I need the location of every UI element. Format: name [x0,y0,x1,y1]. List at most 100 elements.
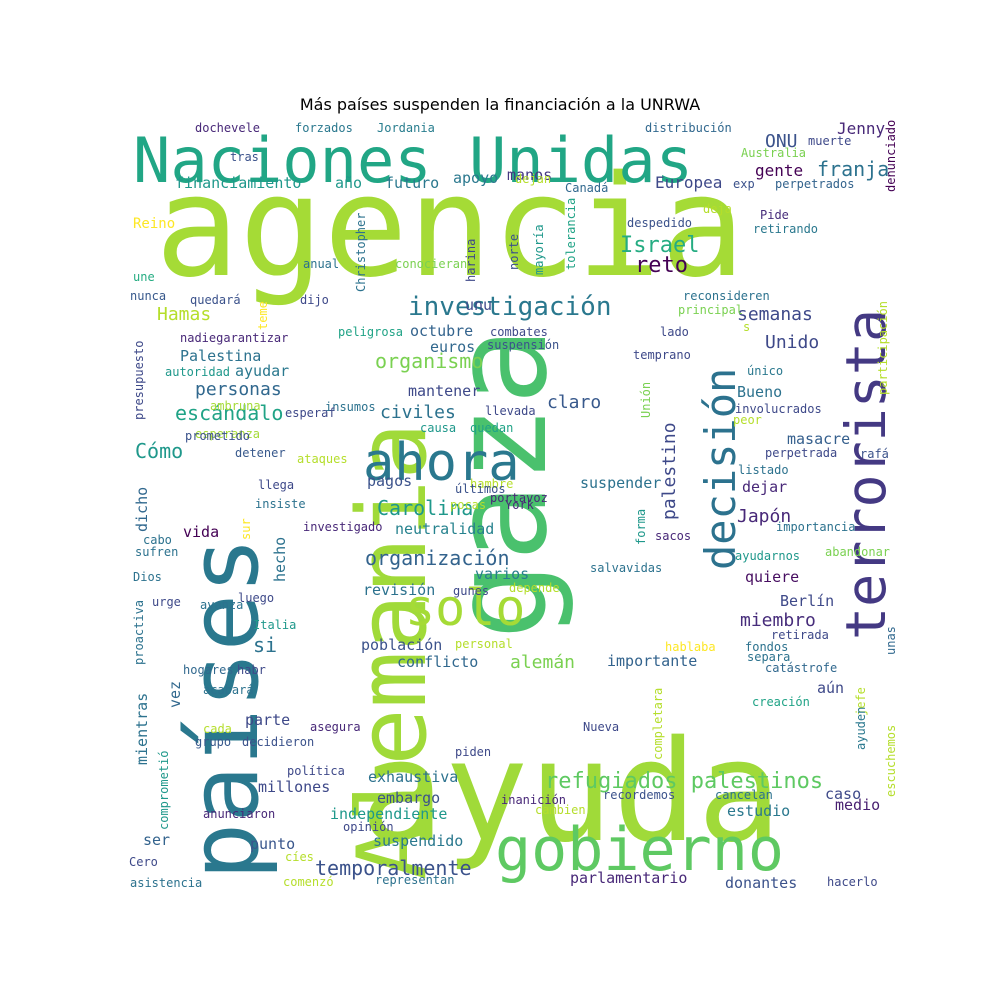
cloud-word: ser [143,831,170,849]
cloud-word: detener [235,446,286,460]
cloud-word: punto [250,835,295,853]
cloud-word: dicho [133,487,151,532]
cloud-word: separa [747,650,790,664]
cloud-word: Reino [133,216,175,232]
cloud-word: cancelan [715,788,773,802]
cloud-word: ONU [765,131,798,152]
cloud-word: personal [455,637,513,651]
cloud-word: parte [245,711,290,729]
cloud-word: acabará [203,683,254,697]
cloud-word: peligrosa [338,325,403,339]
cloud-word: cabo [143,533,172,547]
cloud-word: proactiva [132,600,146,665]
cloud-word: dejar [742,478,787,496]
cloud-word: reconsideren [683,289,770,303]
cloud-word: Israel [620,233,699,258]
cloud-word: inanición [501,793,566,807]
cloud-word: Unión [639,382,653,418]
cloud-word: terrorista [834,309,898,640]
cloud-word: representan [375,873,454,887]
cloud-word: caso [825,785,861,803]
cloud-word: cíes [285,850,314,864]
cloud-word: ambruna [210,399,261,413]
cloud-word: franja [817,157,889,181]
cloud-word: mayoría [532,224,546,275]
cloud-word: euros [430,338,475,356]
cloud-word: pocas [450,498,486,512]
cloud-word: ayuda [360,711,781,874]
cloud-word: tolerancia [564,198,578,270]
cloud-word: Hamas [157,304,211,325]
cloud-word: independiente [330,805,447,823]
cloud-word: suspender [580,474,661,492]
cloud-word: sur [239,518,253,540]
cloud-word: población [361,636,442,654]
cloud-word: Palestina [180,347,261,365]
cloud-word: perpetrada [765,446,837,460]
cloud-word: s [743,320,750,334]
cloud-word: deja [703,202,732,216]
cloud-word: peor [733,413,762,427]
cloud-word: decidieron [242,735,314,749]
cloud-word: temporalmente [315,856,472,880]
cloud-word: unu [465,296,492,314]
cloud-word: hecho [271,537,289,582]
cloud-word: miembro [740,610,816,631]
cloud-word: solo [405,579,525,637]
cloud-word: sacos [655,529,691,543]
cloud-word: palestino [659,422,680,520]
cloud-word: gobierno [495,815,784,885]
cloud-word: Cero [129,855,158,869]
cloud-word: exhaustiva [368,768,458,786]
cloud-word: ataques [297,452,348,466]
cloud-word: Dios [133,570,162,584]
cloud-word: últimos [455,482,506,496]
cloud-word: habr [237,663,266,677]
cloud-word: cada [203,722,232,736]
cloud-word: Christopher [354,213,368,292]
cloud-word: portavoz [490,491,548,505]
cloud-word: asistencia [130,876,202,890]
cloud-word: urge [152,595,181,609]
cloud-word: llevada [485,404,536,418]
cloud-word: donantes [725,874,797,892]
cloud-word: comprometió [157,751,171,830]
cloud-word: investigación [408,292,612,322]
cloud-word: forma [634,509,648,545]
word-cloud: agencia gaza ayuda Alemania países Naciones U… [125,120,900,895]
cloud-word: refugiados palestinos [545,769,823,794]
cloud-word: gaza [424,327,576,640]
cloud-word: medio [835,796,880,814]
cloud-word: masacre [787,430,850,448]
cloud-word: esperanza [195,427,260,441]
cloud-word: harina [464,239,478,282]
cloud-word: importancia [776,520,855,534]
cloud-word: forzados [295,121,353,135]
cloud-word: depende [509,581,560,595]
cloud-word: Pide [760,208,789,222]
cloud-word: lado [660,325,689,339]
cloud-word: Alemania [338,422,448,880]
cloud-word: Australia [741,146,806,160]
cloud-word: muerte [808,134,851,148]
cloud-word: salvavidas [590,561,662,575]
cloud-word: denunciado [884,120,898,192]
cloud-word: millones [258,778,330,796]
cloud-word: hambre [470,477,513,491]
cloud-word: causa [420,421,456,435]
cloud-title: Más países suspenden la financiación a l… [299,95,701,114]
cloud-word: rafá [860,447,889,461]
cloud-word: Bueno [737,383,782,401]
cloud-word: reto [635,253,688,278]
cloud-word: abandonar [825,545,890,559]
cloud-word: conflicto [397,653,478,671]
cloud-word: creación [752,695,810,709]
cloud-word: asegura [310,720,361,734]
cloud-word: suspendido [373,832,463,850]
cloud-word: agencia [155,146,745,309]
cloud-word: futuro [385,174,439,192]
cloud-word: Jordania [377,121,435,135]
cloud-word: York [505,498,535,512]
cloud-word: fondos [745,640,788,654]
